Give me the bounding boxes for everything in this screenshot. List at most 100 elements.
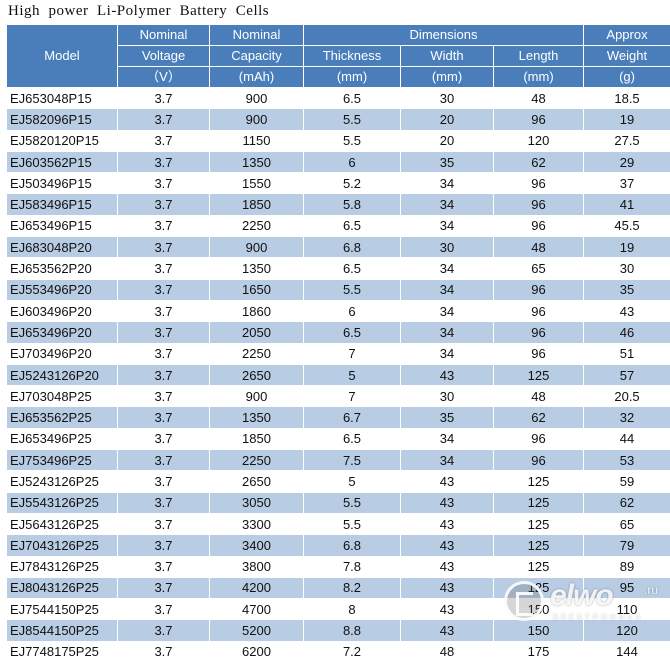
cell-model: EJ583496P15 xyxy=(7,194,118,215)
cell-weight: 20.5 xyxy=(584,386,670,407)
cell-length: 125 xyxy=(494,556,584,577)
cell-voltage: 3.7 xyxy=(118,407,210,428)
cell-weight: 19 xyxy=(584,237,670,258)
cell-voltage: 3.7 xyxy=(118,343,210,364)
cell-length: 62 xyxy=(494,151,584,172)
cell-thickness: 7 xyxy=(304,386,401,407)
cell-voltage: 3.7 xyxy=(118,492,210,513)
cell-thickness: 7.2 xyxy=(304,641,401,662)
cell-voltage: 3.7 xyxy=(118,237,210,258)
cell-length: 65 xyxy=(494,258,584,279)
cell-voltage: 3.7 xyxy=(118,364,210,385)
cell-weight: 59 xyxy=(584,471,670,492)
header-voltage-line1: Nominal xyxy=(118,25,210,46)
cell-model: EJ8544150P25 xyxy=(7,620,118,641)
cell-weight: 37 xyxy=(584,173,670,194)
cell-voltage: 3.7 xyxy=(118,386,210,407)
cell-weight: 79 xyxy=(584,535,670,556)
cell-length: 96 xyxy=(494,215,584,236)
header-capacity-line1: Nominal xyxy=(210,25,304,46)
cell-capacity: 2250 xyxy=(210,215,304,236)
cell-voltage: 3.7 xyxy=(118,215,210,236)
header-capacity-line2: Capacity xyxy=(210,46,304,67)
cell-model: EJ653496P15 xyxy=(7,215,118,236)
cell-width: 43 xyxy=(401,513,494,534)
cell-width: 35 xyxy=(401,407,494,428)
cell-width: 20 xyxy=(401,130,494,151)
cell-width: 34 xyxy=(401,343,494,364)
cell-capacity: 2250 xyxy=(210,343,304,364)
cell-capacity: 1150 xyxy=(210,130,304,151)
cell-length: 62 xyxy=(494,407,584,428)
document-title: High power Li-Polymer Battery Cells xyxy=(8,3,269,20)
cell-model: EJ7843126P25 xyxy=(7,556,118,577)
cell-length: 48 xyxy=(494,237,584,258)
cell-thickness: 5.5 xyxy=(304,279,401,300)
header-dimensions: Dimensions xyxy=(304,25,584,46)
cell-voltage: 3.7 xyxy=(118,173,210,194)
cell-thickness: 6 xyxy=(304,300,401,321)
cell-model: EJ703048P25 xyxy=(7,386,118,407)
cell-width: 34 xyxy=(401,300,494,321)
cell-length: 96 xyxy=(494,428,584,449)
cell-width: 34 xyxy=(401,215,494,236)
cell-thickness: 6.8 xyxy=(304,237,401,258)
cell-voltage: 3.7 xyxy=(118,641,210,662)
cell-length: 96 xyxy=(494,450,584,471)
cell-weight: 19 xyxy=(584,109,670,130)
cell-capacity: 900 xyxy=(210,88,304,109)
cell-model: EJ5643126P25 xyxy=(7,513,118,534)
cell-thickness: 6.5 xyxy=(304,322,401,343)
cell-capacity: 900 xyxy=(210,386,304,407)
cell-weight: 51 xyxy=(584,343,670,364)
cell-capacity: 6200 xyxy=(210,641,304,662)
cell-weight: 27.5 xyxy=(584,130,670,151)
cell-voltage: 3.7 xyxy=(118,535,210,556)
cell-model: EJ653496P25 xyxy=(7,428,118,449)
cell-voltage: 3.7 xyxy=(118,556,210,577)
cell-length: 120 xyxy=(494,130,584,151)
cell-width: 43 xyxy=(401,492,494,513)
cell-weight: 41 xyxy=(584,194,670,215)
cell-weight: 30 xyxy=(584,258,670,279)
cell-length: 125 xyxy=(494,513,584,534)
cell-length: 48 xyxy=(494,88,584,109)
cell-weight: 65 xyxy=(584,513,670,534)
cell-capacity: 1350 xyxy=(210,258,304,279)
cell-width: 34 xyxy=(401,322,494,343)
cell-width: 34 xyxy=(401,258,494,279)
header-voltage-line2: Voltage xyxy=(118,46,210,67)
cell-voltage: 3.7 xyxy=(118,513,210,534)
cell-model: EJ653496P20 xyxy=(7,322,118,343)
cell-model: EJ553496P20 xyxy=(7,279,118,300)
cell-weight: 46 xyxy=(584,322,670,343)
cell-length: 125 xyxy=(494,535,584,556)
cell-voltage: 3.7 xyxy=(118,322,210,343)
cell-voltage: 3.7 xyxy=(118,88,210,109)
cell-capacity: 1850 xyxy=(210,428,304,449)
cell-model: EJ7748175P25 xyxy=(7,641,118,662)
cell-weight: 45.5 xyxy=(584,215,670,236)
cell-length: 96 xyxy=(494,279,584,300)
cell-voltage: 3.7 xyxy=(118,151,210,172)
cell-voltage: 3.7 xyxy=(118,599,210,620)
cell-capacity: 1850 xyxy=(210,194,304,215)
cell-voltage: 3.7 xyxy=(118,471,210,492)
cell-weight: 18.5 xyxy=(584,88,670,109)
cell-model: EJ5243126P25 xyxy=(7,471,118,492)
cell-width: 43 xyxy=(401,535,494,556)
cell-weight: 44 xyxy=(584,428,670,449)
